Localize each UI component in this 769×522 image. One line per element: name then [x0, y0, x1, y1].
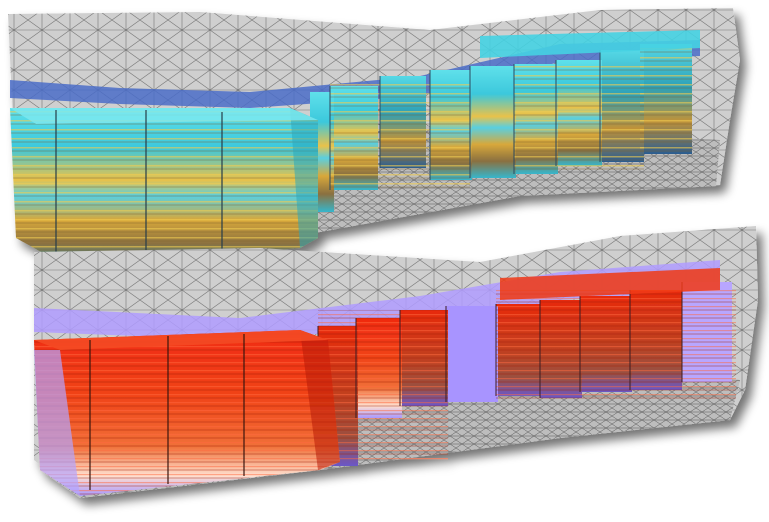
top-front-slab — [10, 108, 318, 268]
top-panel — [8, 8, 740, 268]
bottom-front-slab — [34, 330, 340, 496]
top-rim-band — [10, 40, 700, 108]
bottom-panel — [34, 226, 758, 498]
top-back-slices — [310, 30, 700, 212]
bottom-back-slices — [317, 268, 736, 466]
